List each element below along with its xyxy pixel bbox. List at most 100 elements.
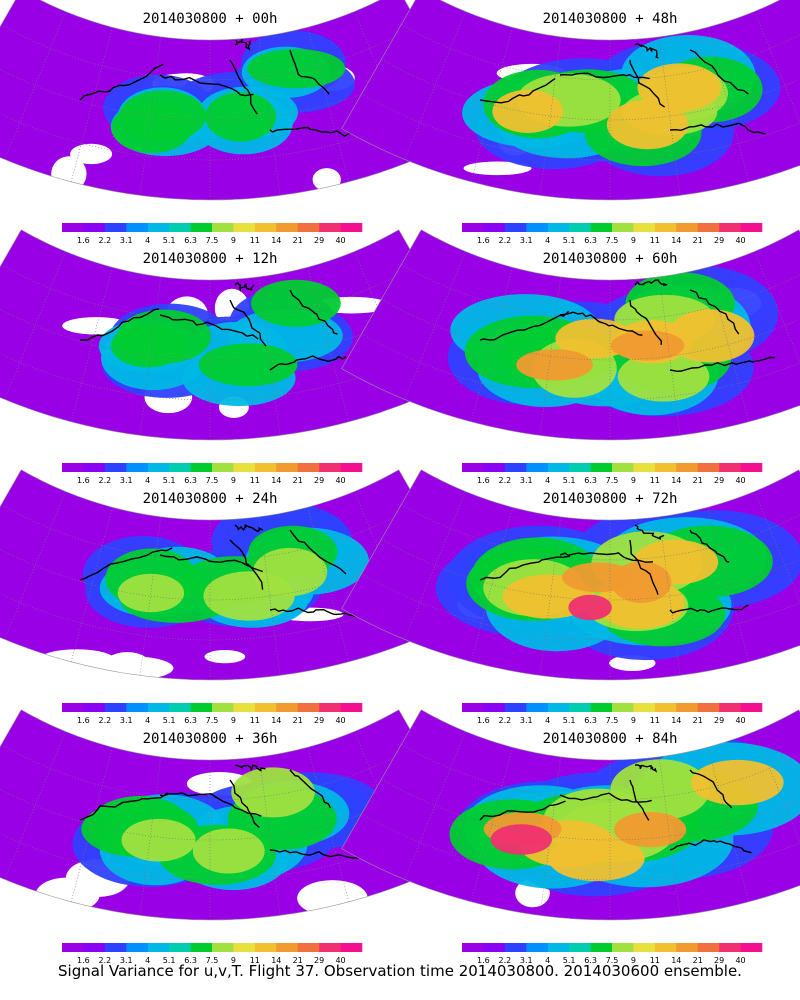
colorbar-swatch xyxy=(83,223,106,232)
colorbar-label: 21 xyxy=(693,716,703,725)
colorbar-label: 4 xyxy=(145,716,150,725)
variance-contour xyxy=(548,835,645,882)
colorbar-swatch xyxy=(104,943,127,952)
coastline xyxy=(479,555,571,581)
variance-contour xyxy=(617,351,710,402)
colorbar-label: 14 xyxy=(671,476,681,485)
colorbar-label: 6.3 xyxy=(584,236,597,245)
coastline xyxy=(80,308,159,341)
colorbar-swatch xyxy=(462,463,484,472)
variance-contour xyxy=(490,824,552,855)
panel-title: 2014030800 + 48h xyxy=(543,11,678,27)
colorbar-label: 40 xyxy=(735,476,745,485)
variance-contour xyxy=(205,91,277,142)
colorbar-label: 11 xyxy=(650,476,660,485)
colorbar-swatch xyxy=(676,703,699,712)
coastline xyxy=(479,310,570,341)
colorbar: 1.6 2.2 3.1 4 5.1 6.3 7.5 9 11 14 21 29 40 xyxy=(62,943,363,965)
coastline xyxy=(79,547,173,581)
coastline xyxy=(269,607,356,617)
variance-contour xyxy=(192,828,265,874)
colorbar-label: 7.5 xyxy=(206,716,219,725)
colorbar-swatch xyxy=(62,703,84,712)
coastline xyxy=(689,769,733,809)
colorbar-label: 4 xyxy=(145,956,150,965)
coastline xyxy=(629,59,665,108)
colorbar-swatch xyxy=(504,943,527,952)
low-variance-gap xyxy=(297,880,368,917)
colorbar-swatch xyxy=(276,703,299,712)
colorbar-swatch xyxy=(212,703,234,712)
colorbar-label: 1.6 xyxy=(477,716,490,725)
coastline xyxy=(289,529,347,575)
colorbar-swatch xyxy=(719,463,741,472)
variance-contour xyxy=(492,89,564,133)
colorbar-label: 2.2 xyxy=(498,956,511,965)
colorbar-label: 9 xyxy=(231,956,236,965)
colorbar-label: 14 xyxy=(671,716,681,725)
colorbar-label: 21 xyxy=(693,236,703,245)
colorbar-swatch xyxy=(740,703,763,712)
low-variance-gap xyxy=(463,161,532,176)
colorbar-swatch xyxy=(676,223,699,232)
colorbar-label: 5.1 xyxy=(563,956,576,965)
coastline xyxy=(629,539,659,595)
coastline xyxy=(634,279,668,286)
coastline xyxy=(559,792,652,803)
coastline xyxy=(669,356,775,373)
colorbar: 1.6 2.2 3.1 4 5.1 6.3 7.5 9 11 14 21 29 40 xyxy=(62,223,363,245)
colorbar-label: 29 xyxy=(714,716,724,725)
colorbar: 1.6 2.2 3.1 4 5.1 6.3 7.5 9 11 14 21 29 40 xyxy=(462,223,763,245)
colorbar-swatch xyxy=(147,943,170,952)
variance-contour xyxy=(231,767,315,818)
colorbar-swatch xyxy=(233,463,256,472)
colorbar-label: 4 xyxy=(145,476,150,485)
variance-contour xyxy=(110,324,186,368)
colorbar-label: 3.1 xyxy=(120,716,133,725)
colorbar-label: 21 xyxy=(293,236,303,245)
colorbar-label: 5.1 xyxy=(163,236,176,245)
colorbar-swatch xyxy=(126,703,149,712)
low-variance-gap xyxy=(312,168,341,192)
coastline xyxy=(234,39,252,51)
colorbar-label: 7.5 xyxy=(606,716,619,725)
figure-caption: Signal Variance for u,v,T. Flight 37. Ob… xyxy=(58,962,742,980)
forecast-panel: 2014030800 + 60h 1.6 2.2 3.1 4 5.1 6.3 7.5 9 11 14… xyxy=(341,229,800,485)
colorbar-swatch xyxy=(126,223,149,232)
colorbar-label: 5.1 xyxy=(163,956,176,965)
colorbar-swatch xyxy=(147,463,170,472)
colorbar-label: 3.1 xyxy=(120,476,133,485)
colorbar-label: 2.2 xyxy=(98,956,111,965)
coastline xyxy=(229,539,264,590)
colorbar-label: 5.1 xyxy=(563,476,576,485)
coastline xyxy=(79,63,164,101)
colorbar-swatch xyxy=(126,943,149,952)
forecast-panel: 2014030800 + 36h 1.6 2.2 3.1 4 5.1 6.3 7.5 9 11 14… xyxy=(0,709,479,965)
colorbar-label: 7.5 xyxy=(206,956,219,965)
coastline xyxy=(629,779,650,821)
colorbar-swatch xyxy=(612,703,634,712)
colorbar-swatch xyxy=(319,943,341,952)
colorbar-label: 4 xyxy=(545,476,550,485)
colorbar-label: 6.3 xyxy=(184,716,197,725)
colorbar-swatch xyxy=(526,463,549,472)
colorbar-swatch xyxy=(697,703,720,712)
variance-contour xyxy=(251,279,341,327)
colorbar-label: 11 xyxy=(250,716,260,725)
coastline xyxy=(229,779,260,829)
variance-contour xyxy=(117,573,185,613)
colorbar-label: 7.5 xyxy=(206,236,219,245)
colorbar-label: 14 xyxy=(271,236,281,245)
colorbar-swatch xyxy=(526,223,549,232)
colorbar-label: 14 xyxy=(271,476,281,485)
colorbar-swatch xyxy=(340,703,363,712)
colorbar-swatch xyxy=(590,943,613,952)
colorbar-swatch xyxy=(740,223,763,232)
colorbar-label: 5.1 xyxy=(563,236,576,245)
colorbar-label: 1.6 xyxy=(77,476,90,485)
colorbar-swatch xyxy=(62,463,84,472)
colorbar-swatch xyxy=(547,943,570,952)
colorbar-label: 11 xyxy=(250,956,260,965)
colorbar-swatch xyxy=(676,943,699,952)
colorbar-label: 21 xyxy=(293,476,303,485)
